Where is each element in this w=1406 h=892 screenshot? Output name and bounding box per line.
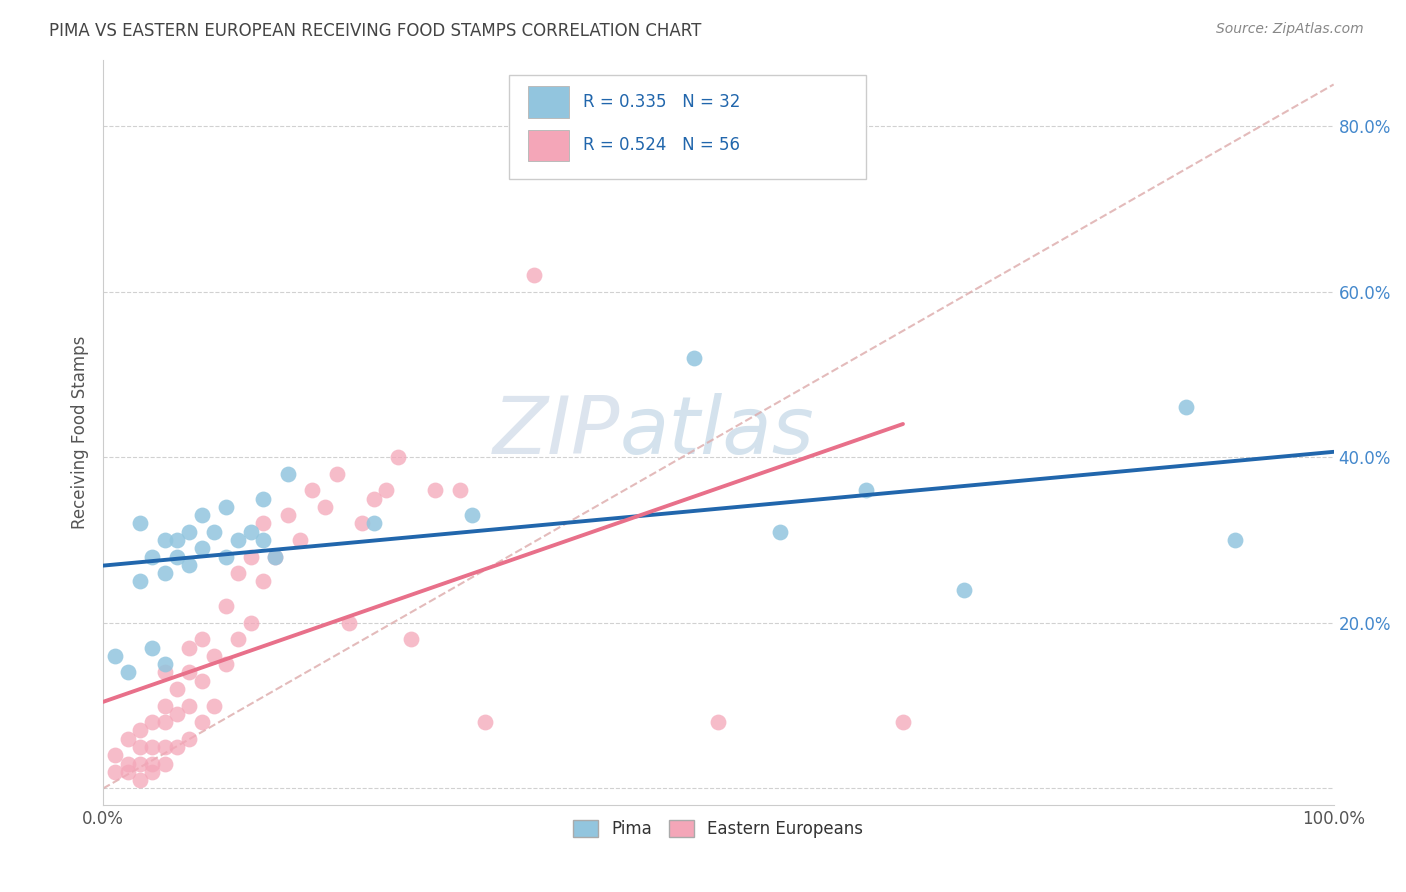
Y-axis label: Receiving Food Stamps: Receiving Food Stamps — [72, 335, 89, 529]
Point — [301, 483, 323, 498]
Point — [326, 467, 349, 481]
Point — [141, 715, 163, 730]
Point — [190, 541, 212, 556]
Point — [166, 739, 188, 754]
Point — [141, 640, 163, 655]
Point — [153, 756, 176, 771]
Point — [166, 681, 188, 696]
Point — [153, 739, 176, 754]
Point — [239, 615, 262, 630]
Point — [153, 698, 176, 713]
Point — [277, 467, 299, 481]
Point — [153, 657, 176, 672]
Point — [855, 483, 877, 498]
Text: Source: ZipAtlas.com: Source: ZipAtlas.com — [1216, 22, 1364, 37]
Point — [707, 715, 730, 730]
Point — [375, 483, 398, 498]
Legend: Pima, Eastern Europeans: Pima, Eastern Europeans — [567, 814, 870, 845]
Point — [399, 632, 422, 647]
Point — [953, 582, 976, 597]
Point — [239, 524, 262, 539]
Point — [190, 508, 212, 522]
Point — [104, 764, 127, 779]
Point — [288, 533, 311, 547]
Point — [141, 739, 163, 754]
Point — [166, 549, 188, 564]
Point — [474, 715, 496, 730]
Point — [461, 508, 484, 522]
Point — [239, 549, 262, 564]
Point — [1175, 401, 1198, 415]
Point — [228, 632, 250, 647]
Point — [252, 516, 274, 531]
Point — [228, 533, 250, 547]
Point — [215, 500, 238, 514]
Point — [179, 524, 201, 539]
Point — [264, 549, 287, 564]
Point — [202, 524, 225, 539]
Point — [252, 491, 274, 506]
Point — [523, 268, 546, 282]
Point — [104, 748, 127, 763]
Point — [769, 524, 792, 539]
Point — [350, 516, 373, 531]
Point — [190, 632, 212, 647]
Point — [252, 574, 274, 589]
Point — [153, 715, 176, 730]
FancyBboxPatch shape — [527, 129, 569, 161]
Text: PIMA VS EASTERN EUROPEAN RECEIVING FOOD STAMPS CORRELATION CHART: PIMA VS EASTERN EUROPEAN RECEIVING FOOD … — [49, 22, 702, 40]
Point — [129, 516, 152, 531]
Point — [166, 533, 188, 547]
Point — [117, 731, 139, 746]
Point — [252, 533, 274, 547]
Point — [682, 351, 704, 365]
Point — [1225, 533, 1247, 547]
Point — [179, 558, 201, 572]
Point — [104, 648, 127, 663]
Point — [141, 549, 163, 564]
Point — [117, 665, 139, 680]
Point — [891, 715, 914, 730]
Point — [179, 640, 201, 655]
Point — [363, 491, 385, 506]
Point — [264, 549, 287, 564]
Point — [202, 698, 225, 713]
Point — [190, 715, 212, 730]
Point — [228, 566, 250, 580]
Point — [179, 698, 201, 713]
Point — [141, 764, 163, 779]
Point — [449, 483, 471, 498]
Point — [202, 648, 225, 663]
Point — [129, 574, 152, 589]
Point — [153, 533, 176, 547]
Text: ZIP: ZIP — [492, 393, 620, 471]
Point — [129, 773, 152, 788]
Point — [179, 731, 201, 746]
Point — [215, 657, 238, 672]
Point — [215, 549, 238, 564]
Point — [129, 723, 152, 738]
Text: R = 0.524   N = 56: R = 0.524 N = 56 — [583, 136, 740, 154]
Point — [129, 739, 152, 754]
Point — [166, 706, 188, 721]
Point — [387, 450, 409, 465]
Point — [363, 516, 385, 531]
Point — [277, 508, 299, 522]
Point — [425, 483, 447, 498]
Point — [314, 500, 336, 514]
Point — [141, 756, 163, 771]
Point — [179, 665, 201, 680]
Point — [117, 756, 139, 771]
Point — [117, 764, 139, 779]
Point — [153, 566, 176, 580]
Point — [337, 615, 360, 630]
FancyBboxPatch shape — [527, 87, 569, 118]
Text: atlas: atlas — [620, 393, 814, 471]
Point — [215, 599, 238, 614]
Point — [153, 665, 176, 680]
Point — [190, 673, 212, 688]
Point — [129, 756, 152, 771]
FancyBboxPatch shape — [509, 75, 866, 179]
Text: R = 0.335   N = 32: R = 0.335 N = 32 — [583, 93, 741, 112]
